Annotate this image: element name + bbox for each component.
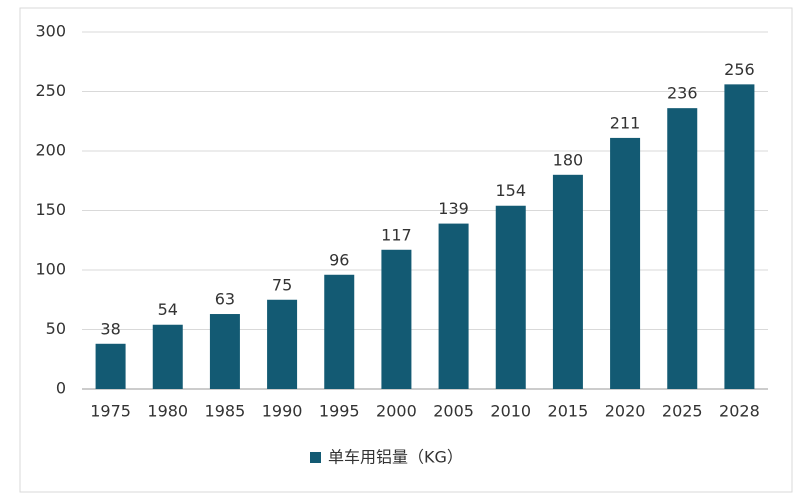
- data-label: 139: [438, 199, 469, 218]
- x-tick-label: 2010: [490, 402, 531, 421]
- bar: [324, 274, 355, 389]
- data-label: 63: [215, 290, 235, 309]
- y-tick-label: 200: [35, 141, 66, 160]
- x-tick-label: 2025: [662, 402, 703, 421]
- x-tick-label: 2028: [719, 402, 760, 421]
- data-label: 154: [495, 181, 526, 200]
- bar: [552, 174, 583, 389]
- data-label: 180: [553, 150, 584, 169]
- bar: [152, 324, 183, 389]
- x-tick-label: 1975: [90, 402, 131, 421]
- data-label: 236: [667, 84, 698, 103]
- data-label: 117: [381, 225, 412, 244]
- y-tick-label: 150: [35, 200, 66, 219]
- data-label: 75: [272, 275, 292, 294]
- y-tick-label: 0: [56, 379, 66, 398]
- bar: [724, 84, 755, 390]
- bar: [438, 223, 469, 389]
- y-tick-label: 250: [35, 81, 66, 100]
- bar: [95, 343, 126, 389]
- x-tick-label: 2015: [548, 402, 589, 421]
- bar: [610, 137, 641, 389]
- x-tick-label: 1980: [147, 402, 188, 421]
- data-label: 54: [158, 300, 178, 319]
- legend-label: 单车用铝量（KG）: [328, 448, 463, 467]
- x-tick-label: 2020: [605, 402, 646, 421]
- data-label: 96: [329, 250, 349, 269]
- data-label: 211: [610, 113, 641, 132]
- bar: [209, 314, 240, 389]
- bar: [667, 108, 698, 389]
- x-tick-label: 2000: [376, 402, 417, 421]
- data-label: 256: [724, 60, 755, 79]
- y-tick-label: 100: [35, 260, 66, 279]
- bar: [267, 299, 298, 389]
- y-tick-label: 50: [46, 319, 66, 338]
- x-tick-label: 1995: [319, 402, 360, 421]
- x-tick-label: 1985: [205, 402, 246, 421]
- x-tick-label: 1990: [262, 402, 303, 421]
- x-tick-label: 2005: [433, 402, 474, 421]
- bar: [381, 249, 412, 389]
- legend-marker: [310, 452, 321, 463]
- bar: [495, 205, 526, 389]
- chart-frame: [19, 7, 793, 493]
- y-tick-label: 300: [35, 22, 66, 41]
- data-label: 38: [100, 319, 120, 338]
